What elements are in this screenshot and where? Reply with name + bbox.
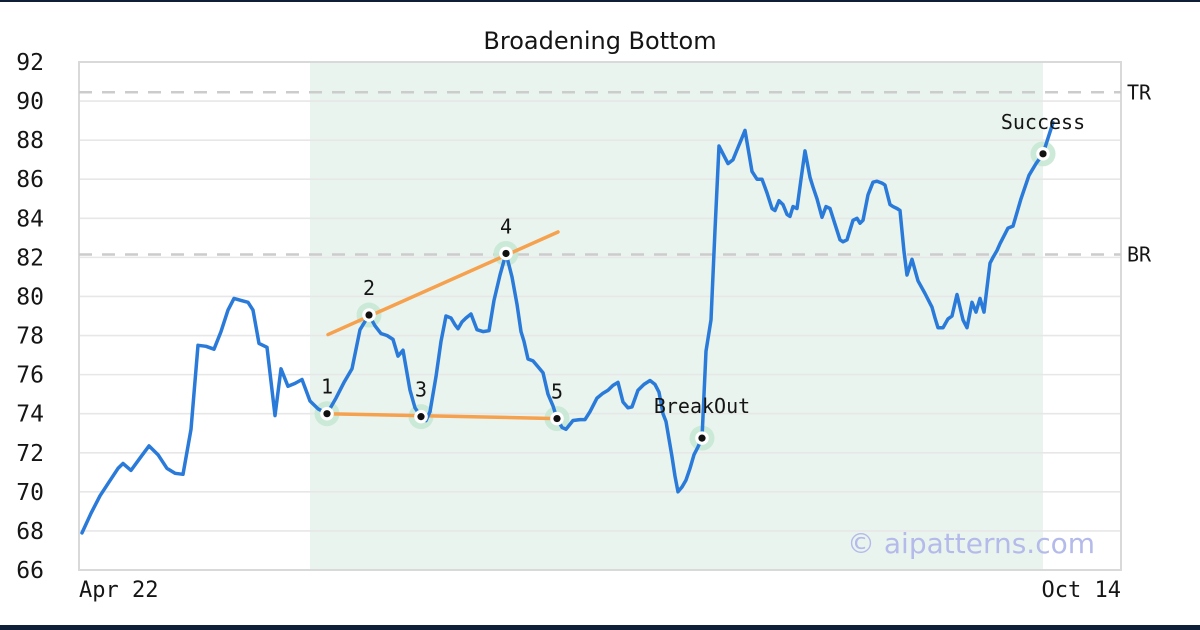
marker-dot-3 [417,413,425,421]
y-tick-label-88: 88 [16,128,44,154]
marker-label-4: 4 [500,214,512,238]
y-tick-label-86: 86 [16,167,44,193]
marker-label-1: 1 [321,375,333,399]
marker-dot-5 [553,414,561,423]
trendline-lower-broadening-line [325,411,559,421]
y-tick-label-84: 84 [16,206,44,232]
gridlines [79,100,1121,532]
y-tick-label-66: 66 [16,558,44,584]
marker-dot-2 [365,311,373,319]
level-label-BR: BR [1127,242,1152,266]
price-line [80,120,1055,535]
marker-dot-BreakOut [698,434,706,442]
marker-dot-Success [1039,150,1047,158]
marker-label-Success: Success [1001,110,1085,134]
marker-label-2: 2 [363,276,375,300]
plot-border [78,61,1122,571]
y-tick-label-90: 90 [16,89,44,115]
marker-dot-1 [323,410,331,418]
y-tick-label-68: 68 [16,519,44,545]
y-tick-label-80: 80 [16,284,44,310]
marker-label-BreakOut: BreakOut [654,394,750,418]
y-tick-label-92: 92 [16,50,44,76]
bottom-accent-bar [0,625,1200,630]
y-tick-label-72: 72 [16,441,44,467]
y-tick-label-74: 74 [16,402,44,428]
x-tick-label-start: Apr 22 [79,578,158,603]
y-tick-label-76: 76 [16,363,44,389]
watermark: © aipatterns.com [847,527,1095,560]
marker-dot-4 [502,249,510,258]
marker-label-3: 3 [415,378,427,402]
y-tick-label-78: 78 [16,324,44,350]
top-accent-bar [0,0,1200,2]
y-tick-label-82: 82 [16,245,44,271]
x-tick-label-end: Oct 14 [1042,578,1121,603]
level-label-TR: TR [1127,80,1152,104]
page-title: Broadening Bottom [483,27,717,55]
y-tick-label-70: 70 [16,480,44,506]
marker-label-5: 5 [551,380,563,404]
